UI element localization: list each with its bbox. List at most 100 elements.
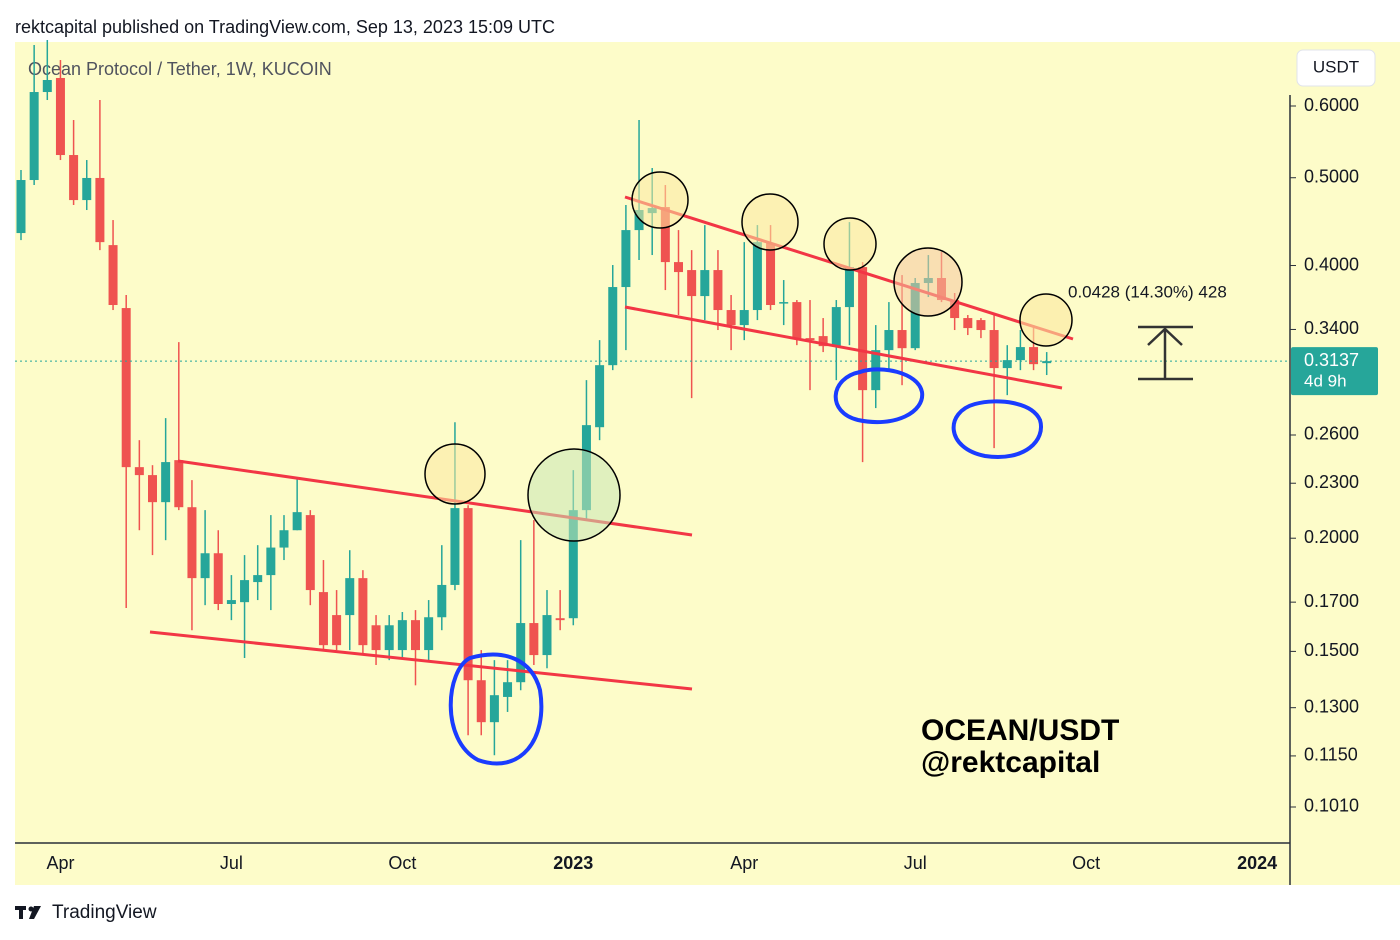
candle-body xyxy=(805,338,815,341)
candle-body xyxy=(371,625,381,651)
highlight-circle xyxy=(1019,293,1073,347)
candle-body xyxy=(739,310,749,326)
candle-body xyxy=(963,318,973,329)
candle-body xyxy=(660,207,670,263)
candle-body xyxy=(1002,360,1012,369)
trendline xyxy=(624,305,1063,390)
time-tick-label: 2023 xyxy=(553,853,593,873)
highlight-circle xyxy=(893,247,963,317)
candle-body xyxy=(42,79,52,93)
candle-body xyxy=(529,623,539,656)
candle-body xyxy=(95,177,105,243)
chart-background xyxy=(15,42,1400,885)
candle-body xyxy=(489,695,499,723)
candle-body xyxy=(134,467,144,476)
candle-body xyxy=(332,615,342,646)
candle-body xyxy=(621,230,631,288)
candle-body xyxy=(226,600,236,605)
candle-body xyxy=(555,618,565,621)
candle-body xyxy=(397,620,407,651)
candle-body xyxy=(792,302,802,339)
candle-body xyxy=(950,300,960,319)
price-tick-label: 0.4000 xyxy=(1304,254,1359,274)
candle-body xyxy=(450,508,460,585)
candle-body xyxy=(213,553,223,605)
candle-body xyxy=(292,512,302,531)
price-tick-label: 0.3400 xyxy=(1304,318,1359,338)
highlight-circle xyxy=(631,171,689,229)
highlight-circle xyxy=(741,193,799,251)
candle-body xyxy=(989,330,999,369)
candle-body xyxy=(884,330,894,351)
candle-body xyxy=(424,617,434,651)
price-tick-label: 0.1700 xyxy=(1304,591,1359,611)
last-price-badge xyxy=(1291,347,1378,396)
measure-tool xyxy=(1138,325,1193,381)
candle-body xyxy=(200,553,210,579)
candle-body xyxy=(831,307,841,347)
candle-body xyxy=(897,330,907,349)
candle-body xyxy=(463,508,473,681)
candle-body xyxy=(858,267,868,391)
candle-body xyxy=(844,267,854,308)
candle-body xyxy=(910,283,920,349)
price-tick-label: 0.2300 xyxy=(1304,472,1359,492)
time-tick-label: Apr xyxy=(46,853,74,873)
candle-body xyxy=(766,243,776,306)
candle-body xyxy=(568,510,578,619)
candle-body xyxy=(161,462,171,503)
footer-brand: TradingView xyxy=(52,902,157,923)
scribble-circle xyxy=(833,367,925,425)
highlight-circle xyxy=(424,443,486,505)
footer-logo xyxy=(15,906,41,919)
candle-body xyxy=(318,592,328,646)
candle-body xyxy=(240,580,250,603)
candle-body xyxy=(279,530,289,548)
highlight-circle xyxy=(527,448,621,542)
price-tick-label: 0.2600 xyxy=(1304,424,1359,444)
candle-body xyxy=(476,680,486,723)
candle-body xyxy=(1015,347,1025,361)
candle-body xyxy=(29,92,39,181)
measure-label: 0.0428 (14.30%) 428 xyxy=(1068,282,1227,301)
candle-body xyxy=(752,242,762,311)
symbol-title: Ocean Protocol / Tether, 1W, KUCOIN xyxy=(28,59,332,79)
publish-header: rektcapital published on TradingView.com… xyxy=(15,17,555,37)
time-tick-label: Apr xyxy=(730,853,758,873)
candle-body xyxy=(55,77,65,156)
price-tick-label: 0.1010 xyxy=(1304,796,1359,816)
candle-body xyxy=(187,507,197,579)
candle-body xyxy=(305,515,315,591)
currency-button[interactable] xyxy=(1296,49,1376,87)
candle-body xyxy=(266,547,276,576)
time-tick-label: Oct xyxy=(388,853,416,873)
drawings xyxy=(149,171,1193,766)
candle-body xyxy=(818,336,828,347)
candle-body xyxy=(503,682,513,697)
price-tick-label: 0.5000 xyxy=(1304,166,1359,186)
candle-body xyxy=(687,270,697,297)
candle-body xyxy=(437,584,447,618)
price-tick-label: 0.6000 xyxy=(1304,95,1359,115)
candle-body xyxy=(779,302,789,304)
candle-body xyxy=(253,575,263,583)
candle-body xyxy=(411,620,420,651)
candle-body xyxy=(700,270,710,297)
candle-body xyxy=(16,180,26,234)
watermark: OCEAN/USDT xyxy=(921,714,1119,747)
price-tick-label: 0.1300 xyxy=(1304,696,1359,716)
price-tick-label: 0.1150 xyxy=(1304,745,1358,765)
candle-body xyxy=(69,155,79,201)
highlight-circle xyxy=(823,217,877,271)
time-tick-label: 2024 xyxy=(1237,853,1277,873)
time-tick-label: Jul xyxy=(904,853,927,873)
candle-body xyxy=(634,210,644,231)
currency-label[interactable]: USDT xyxy=(1313,57,1359,76)
scribble-circle xyxy=(951,399,1043,459)
candle-body xyxy=(174,460,184,508)
candle-body xyxy=(542,615,552,656)
trendline xyxy=(149,630,693,691)
last-price-label: 0.3137 xyxy=(1304,350,1359,370)
candle-body xyxy=(148,475,157,503)
